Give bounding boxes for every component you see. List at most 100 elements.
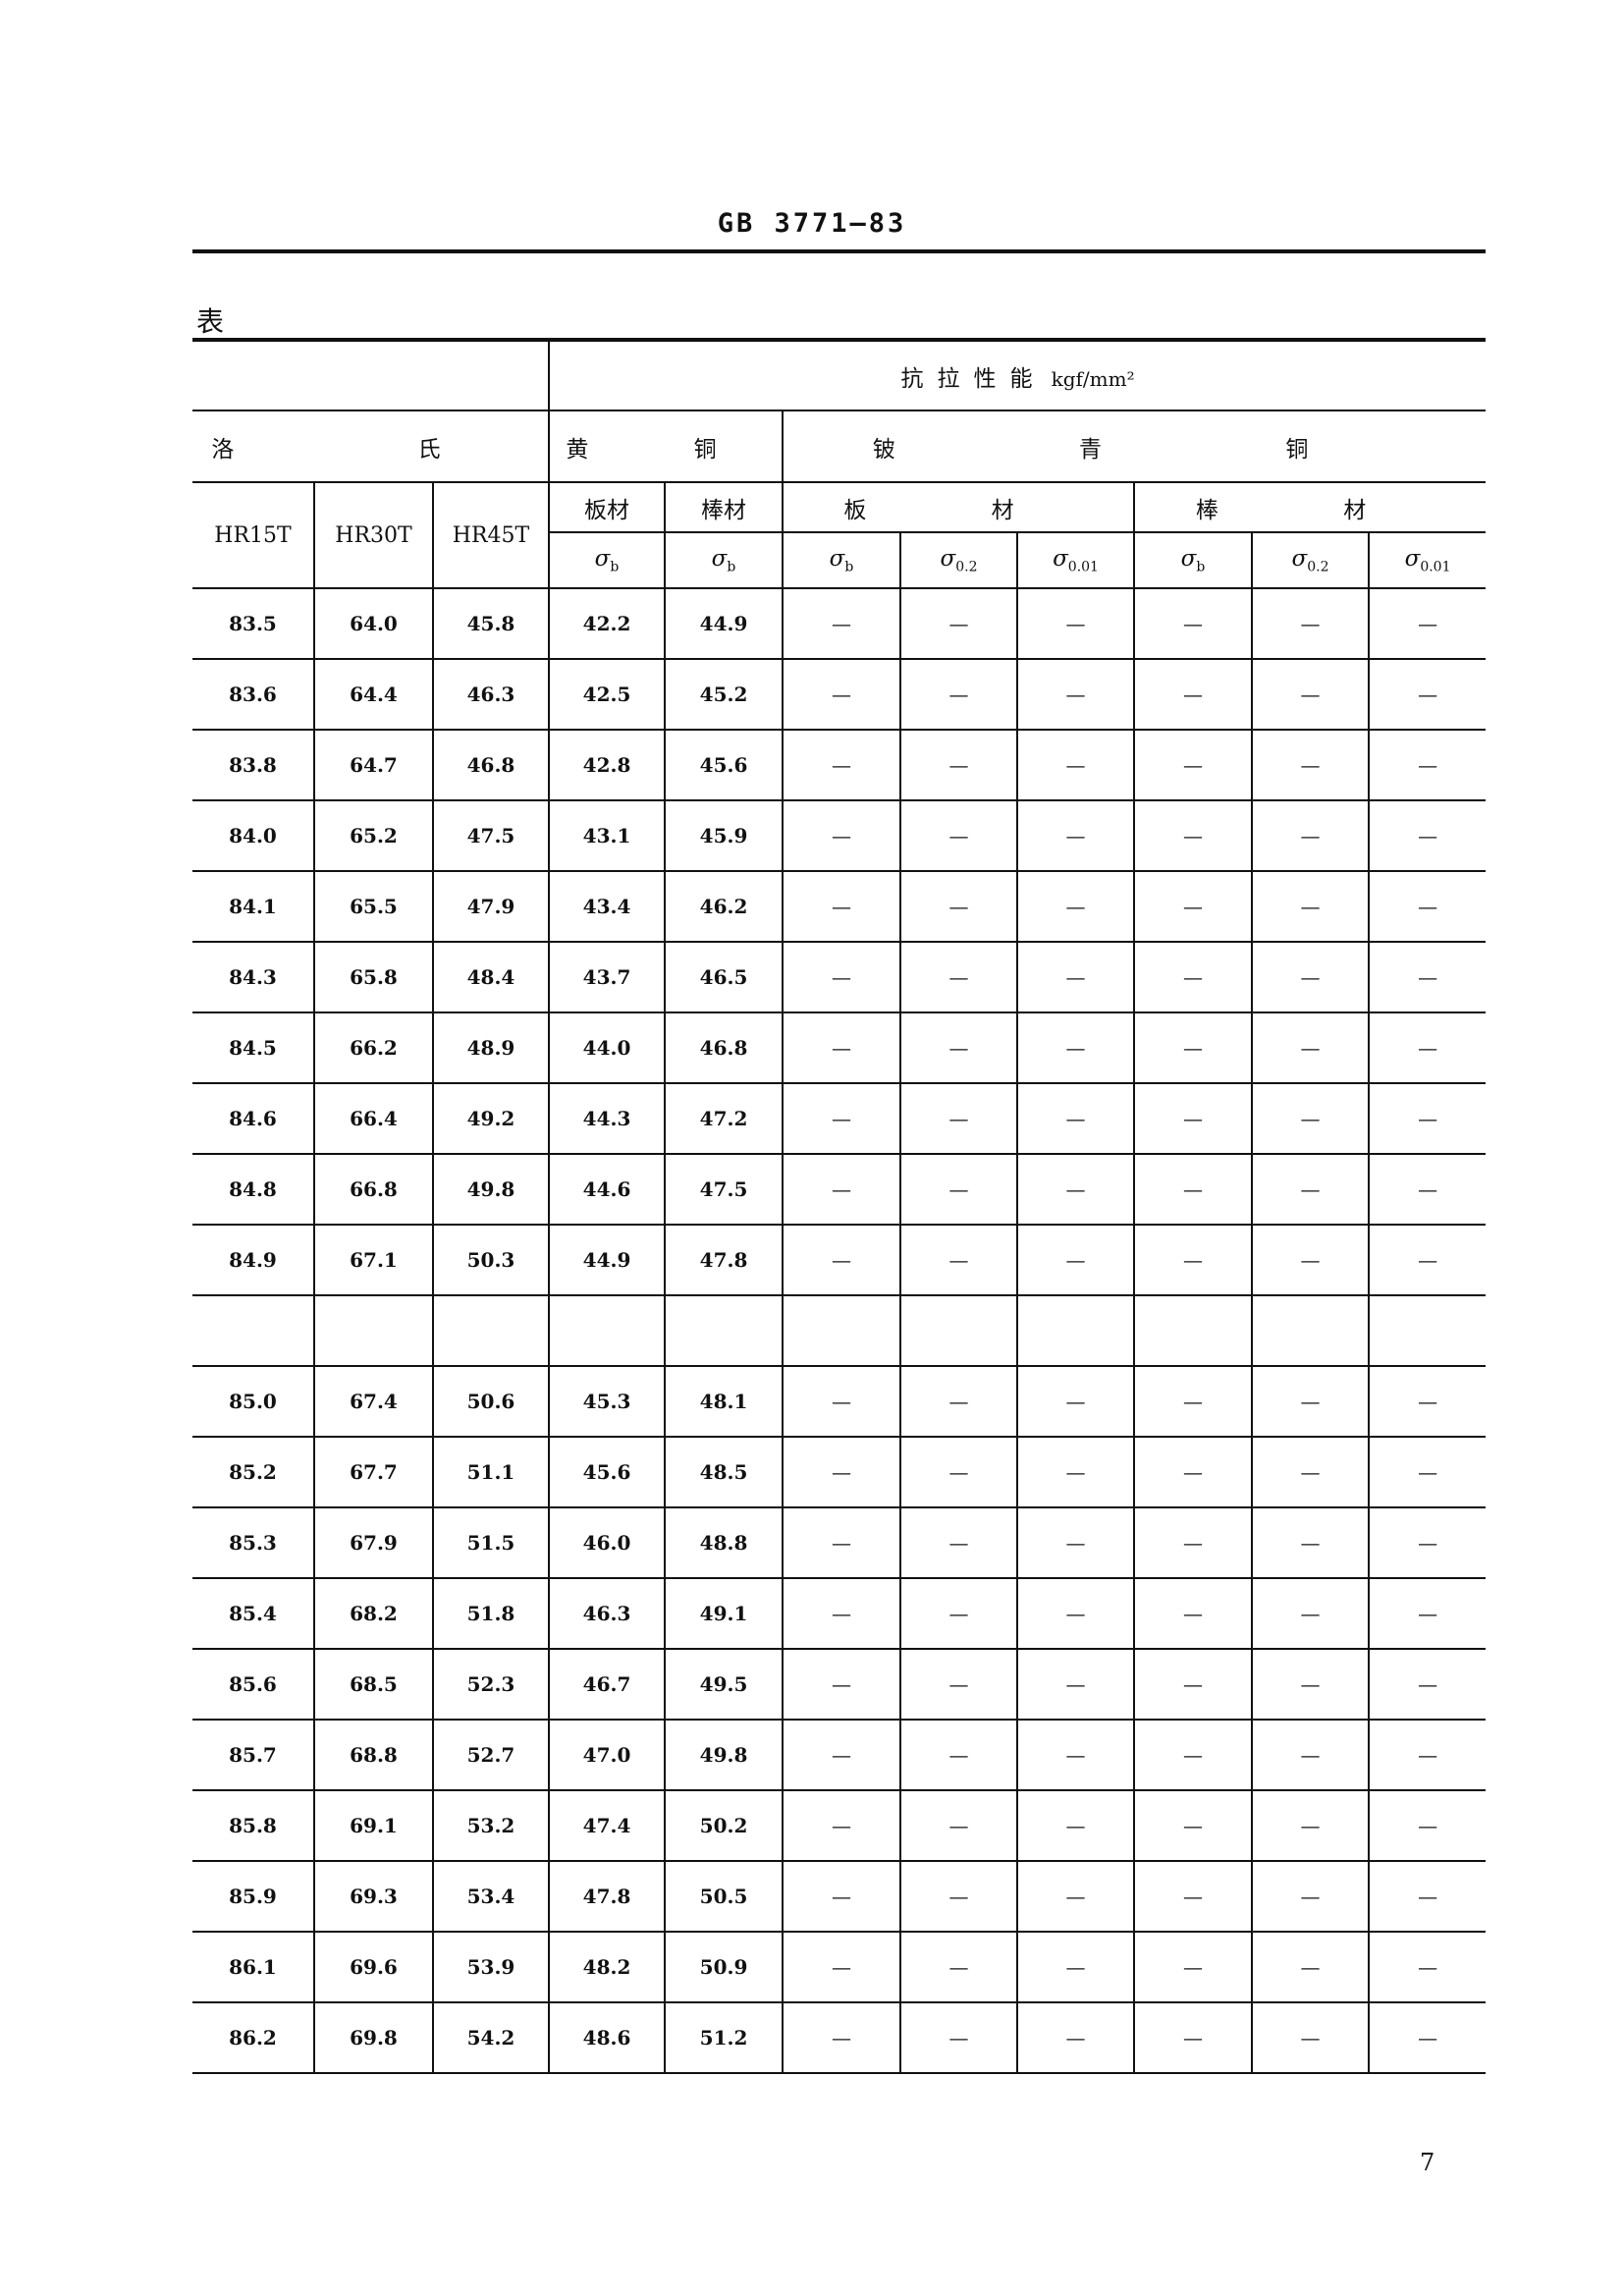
brass-plate-header: 板材 [548,481,667,533]
table-cell-dash: — [1016,1860,1136,1933]
table-cell-dash: — [1133,1153,1254,1226]
table-cell: 48.1 [664,1365,785,1438]
table-cell-dash: — [1251,799,1371,872]
table-label: 表 [196,305,225,338]
table-cell: 68.8 [313,1719,434,1791]
table-cell: 50.2 [664,1789,785,1862]
table-cell-dash: — [782,1011,902,1084]
table-cell-dash: — [899,729,1019,801]
table-row [192,1294,1487,1367]
table-cell-dash: — [1016,1577,1136,1650]
table-cell: 67.9 [313,1506,434,1579]
table-cell-dash: — [899,1648,1019,1721]
table-cell-dash: — [1016,1436,1136,1508]
document-code: GB 3771—83 [717,208,907,239]
table-cell-dash: — [1133,870,1254,943]
brass-rod-header: 棒材 [664,481,785,533]
table-cell: 85.4 [192,1577,315,1650]
table-cell-dash: — [1368,1224,1487,1296]
table-cell: 49.2 [431,1082,551,1155]
table-cell-dash: — [899,1860,1019,1933]
sigma-symbol: σ [1053,545,1068,572]
table-cell-dash: — [1251,1860,1371,1933]
sigma-symbol: σ [1180,545,1197,572]
table-cell-dash: — [1251,1153,1371,1226]
table-row: 86.1 69.6 53.9 48.2 50.9— — — — — — [192,1931,1487,2003]
table-cell-dash: — [1251,1506,1371,1579]
table-cell-dash: — [1368,1860,1487,1933]
table-cell-dash: — [782,1153,902,1226]
brass-group-header: 黄 铜 [548,410,785,483]
table-cell: 44.9 [664,587,785,660]
table-cell [431,1294,551,1367]
table-cell-dash: — [1368,587,1487,660]
table-cell-dash: — [1133,1224,1254,1296]
table-cell-dash: — [1016,799,1136,872]
table-cell: 65.2 [313,799,434,872]
table-cell-dash: — [782,1506,902,1579]
table-cell-dash: — [782,2001,902,2074]
table-cell-dash: — [782,1789,902,1862]
table-row: 83.8 64.7 46.8 42.8 45.6— — — — — — [192,729,1487,801]
stress-col-header: σb [664,531,785,589]
table-cell: 83.6 [192,658,315,731]
table-cell: 45.6 [664,729,785,801]
table-cell-dash: — [1368,1011,1487,1084]
table-row: 84.0 65.2 47.5 43.1 45.9— — — — — — [192,799,1487,872]
sigma-symbol: σ [711,545,728,572]
table-cell: 44.6 [548,1153,667,1226]
table-cell-dash: — [1368,1506,1487,1579]
table-cell: 49.1 [664,1577,785,1650]
table-cell-dash: — [899,1224,1019,1296]
table-row: 84.9 67.1 50.3 44.9 47.8— — — — — — [192,1224,1487,1296]
table-cell-dash [1251,1294,1371,1367]
table-cell-dash: — [1251,941,1371,1013]
table-cell: 69.1 [313,1789,434,1862]
table-cell-dash: — [1368,1577,1487,1650]
table-cell-dash: — [1368,1153,1487,1226]
table-cell: 45.8 [431,587,551,660]
table-cell: 83.5 [192,587,315,660]
table-cell: 47.0 [548,1719,667,1791]
table-cell: 51.2 [664,2001,785,2074]
table-cell-dash: — [899,1011,1019,1084]
table-cell-dash: — [1016,658,1136,731]
table-cell-dash: — [782,941,902,1013]
table-cell: 46.0 [548,1506,667,1579]
table-cell: 85.9 [192,1860,315,1933]
table-cell-dash: — [1133,1931,1254,2003]
table-cell: 84.1 [192,870,315,943]
table-cell-dash: — [1133,1577,1254,1650]
table-cell-dash: — [1368,1365,1487,1438]
table-cell-dash: — [782,870,902,943]
table-row: 85.7 68.8 52.7 47.0 49.8— — — — — — [192,1719,1487,1791]
table-cell-dash: — [1251,1719,1371,1791]
table-cell-dash: — [1133,1365,1254,1438]
table-cell: 42.8 [548,729,667,801]
sigma-symbol: σ [1404,545,1421,572]
tensile-label: 抗拉性能 [900,365,1047,392]
table-cell-dash: — [1016,941,1136,1013]
sigma-symbol: σ [940,545,956,572]
table-cell: 84.5 [192,1011,315,1084]
table-cell: 53.2 [431,1789,551,1862]
stress-col-header: σb [549,531,667,589]
table-cell-dash: — [1133,587,1254,660]
table-cell-dash: — [899,1436,1019,1508]
table-cell-dash: — [899,658,1019,731]
table-cell [192,1294,315,1367]
table-cell-dash: — [782,799,902,872]
table-cell: 42.5 [548,658,667,731]
table-cell: 49.8 [664,1719,785,1791]
table-cell-dash: — [1016,729,1136,801]
table-cell-dash: — [1251,1436,1371,1508]
table-cell: 46.3 [548,1577,667,1650]
tensile-unit: kgf/mm² [1051,366,1135,391]
table-cell-dash: — [1016,1719,1136,1791]
table-cell: 43.4 [548,870,667,943]
table-cell: 65.8 [313,941,434,1013]
table-cell: 85.6 [192,1648,315,1721]
table-cell-dash: — [899,799,1019,872]
table-cell-dash: — [1251,1577,1371,1650]
table-cell-dash: — [899,870,1019,943]
